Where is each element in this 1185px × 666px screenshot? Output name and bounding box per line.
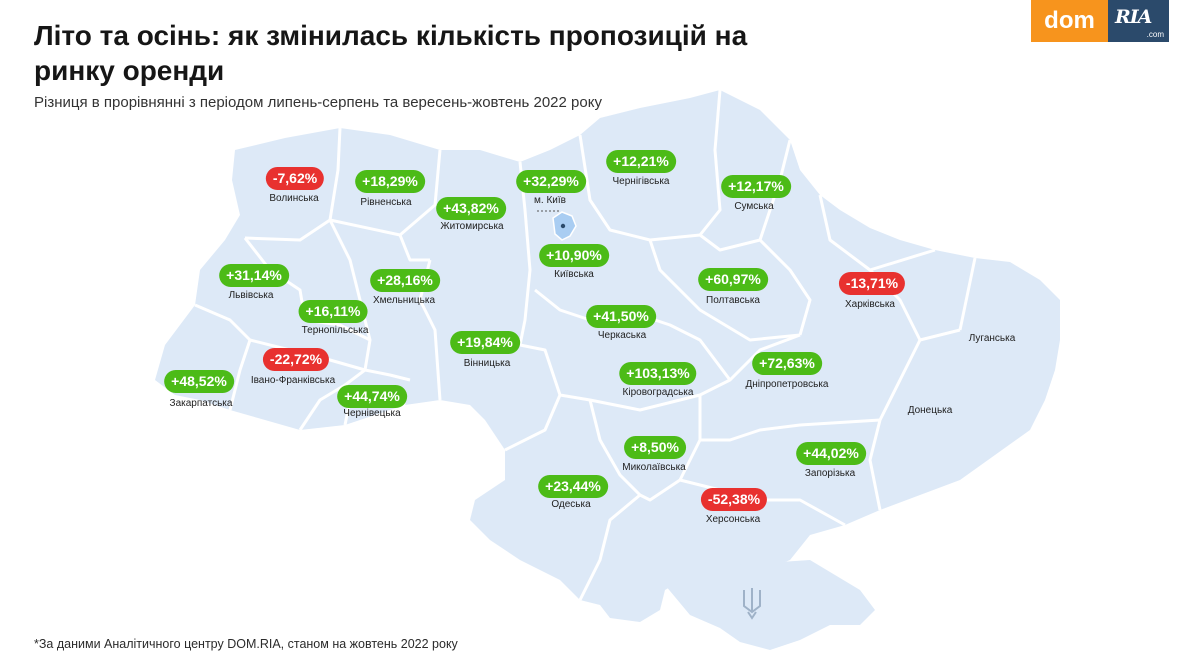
badge-zakarpatska: +48,52%: [164, 370, 234, 393]
badge-ivano-frankivska: -22,72%: [262, 348, 330, 371]
badge-volynska: -7,62%: [265, 167, 325, 190]
trident-icon: [743, 588, 761, 620]
badge-cherkaska: +41,50%: [586, 305, 656, 328]
page-title: Літо та осінь: як змінилась кількість пр…: [34, 20, 748, 86]
badge-chernivetska: +44,74%: [337, 385, 407, 408]
label-lvivska: Львівська: [228, 290, 274, 301]
label-volynska: Волинська: [269, 193, 319, 204]
label-cherkaska: Черкаська: [597, 330, 647, 341]
logo-ria-text: RIA: [1115, 6, 1152, 28]
label-zaporizka: Запорізька: [804, 468, 856, 479]
label-chernihivska: Чернігівська: [612, 176, 670, 187]
label-luhanska: Луганська: [968, 333, 1016, 344]
badge-chernihivska: +12,21%: [606, 150, 676, 173]
badge-kharkivska: -13,71%: [838, 272, 906, 295]
badge-dnipropetrovska: +72,63%: [752, 352, 822, 375]
logo-ria: RIA .com: [1108, 0, 1169, 42]
map-mainland: [155, 90, 1060, 622]
label-khersonska: Херсонська: [705, 514, 761, 525]
badge-khmelnytska: +28,16%: [370, 269, 440, 292]
badge-ternopilska: +16,11%: [298, 300, 368, 323]
label-vinnytska: Вінницька: [463, 358, 511, 369]
label-donetska: Донецька: [907, 405, 953, 416]
label-poltavska: Полтавська: [706, 295, 760, 306]
label-chernivetska: Чернівецька: [343, 408, 401, 419]
label-kirovohradska: Кіровоградська: [622, 387, 694, 398]
label-ternopilska: Тернопільська: [301, 325, 369, 336]
badge-odeska: +23,44%: [538, 475, 608, 498]
logo-com-text: .com: [1146, 30, 1164, 39]
label-mykolaivska: Миколаївська: [622, 462, 686, 473]
label-zakarpatska: Закарпатська: [169, 398, 233, 409]
badge-poltavska: +60,97%: [698, 268, 768, 291]
badge-rivnenska: +18,29%: [355, 170, 425, 193]
label-ivano-frankivska: Івано-Франківська: [250, 375, 336, 386]
label-zhytomyrska: Житомирська: [440, 221, 504, 232]
label-rivnenska: Рівненська: [360, 197, 412, 208]
badge-zaporizka: +44,02%: [796, 442, 866, 465]
region-borders: [194, 89, 977, 601]
map-crimea: [665, 560, 875, 650]
logo-dom: dom: [1031, 0, 1108, 42]
badge-kyiv-city: +32,29%: [516, 170, 586, 193]
label-kyiv-city: м. Київ: [534, 195, 566, 206]
badge-lvivska: +31,14%: [219, 264, 289, 287]
label-khmelnytska: Хмельницька: [372, 295, 436, 306]
domria-logo: dom RIA .com: [1031, 0, 1169, 42]
kyiv-city-dot: [560, 223, 566, 229]
badge-vinnytska: +19,84%: [450, 331, 520, 354]
label-odeska: Одеська: [551, 499, 591, 510]
badge-zhytomyrska: +43,82%: [436, 197, 506, 220]
badge-sumska: +12,17%: [721, 175, 791, 198]
label-kharkivska: Харківська: [845, 299, 895, 310]
footnote: *За даними Аналітичного центру DOM.RIA, …: [34, 637, 458, 651]
page-subtitle: Різниця в прорівнянні з періодом липень-…: [34, 94, 602, 111]
badge-mykolaivska: +8,50%: [624, 436, 686, 459]
label-kyivska: Київська: [554, 269, 594, 280]
badge-kyivska: +10,90%: [539, 244, 609, 267]
label-dnipropetrovska: Дніпропетровська: [745, 379, 829, 390]
badge-khersonska: -52,38%: [700, 488, 768, 511]
badge-kirovohradska: +103,13%: [619, 362, 697, 385]
label-sumska: Сумська: [734, 201, 774, 212]
